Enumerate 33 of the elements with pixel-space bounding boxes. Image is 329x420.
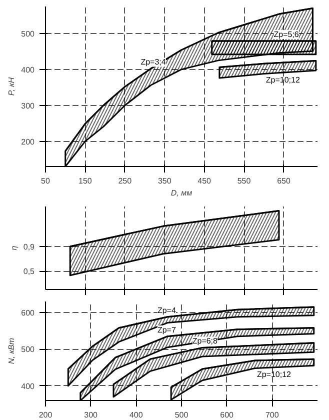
series-label: Zp=5;6 [274, 30, 300, 40]
x-tick-label: 550 [237, 176, 252, 186]
y-tick-label: 300 [21, 101, 36, 110]
y-tick-label: 500 [21, 29, 36, 38]
y-tick-label: 500 [21, 345, 36, 354]
x-tick-label: 700 [265, 410, 280, 420]
series-label: Zp=10;12 [266, 76, 300, 85]
x-axis-title: D, мм [170, 188, 193, 198]
y-tick-label: 400 [21, 65, 36, 74]
x-tick-label: 500 [174, 410, 189, 420]
series-label: Zp=3;4 [140, 58, 166, 67]
y-tick-label: 0,5 [23, 267, 36, 276]
x-tick-label: 400 [129, 410, 144, 420]
series-label: Zp=7 [157, 325, 176, 334]
y-axis-title: η [9, 245, 18, 250]
x-tick-label: 300 [84, 410, 98, 420]
y-tick-label: 200 [21, 137, 36, 146]
series-label: Zp=4 [157, 306, 176, 315]
y-tick-label: 600 [21, 308, 36, 318]
y-axis-title: N, кВт [7, 338, 16, 364]
x-tick-label: 450 [198, 176, 212, 186]
series-label: Zp=10;12 [256, 370, 292, 380]
series-label: Zp=6;8 [192, 336, 218, 346]
x-tick-label: 600 [220, 410, 234, 420]
x-tick-label: 150 [78, 176, 92, 186]
y-tick-label: 0,9 [23, 242, 36, 252]
y-tick-label: 400 [21, 382, 36, 391]
x-tick-label: 250 [118, 176, 132, 186]
x-tick-label: 650 [277, 176, 291, 186]
y-axis-title: P, кН [7, 77, 16, 96]
x-tick-label: 50 [41, 176, 50, 186]
x-tick-label: 200 [38, 410, 53, 420]
x-tick-label: 350 [158, 176, 172, 186]
